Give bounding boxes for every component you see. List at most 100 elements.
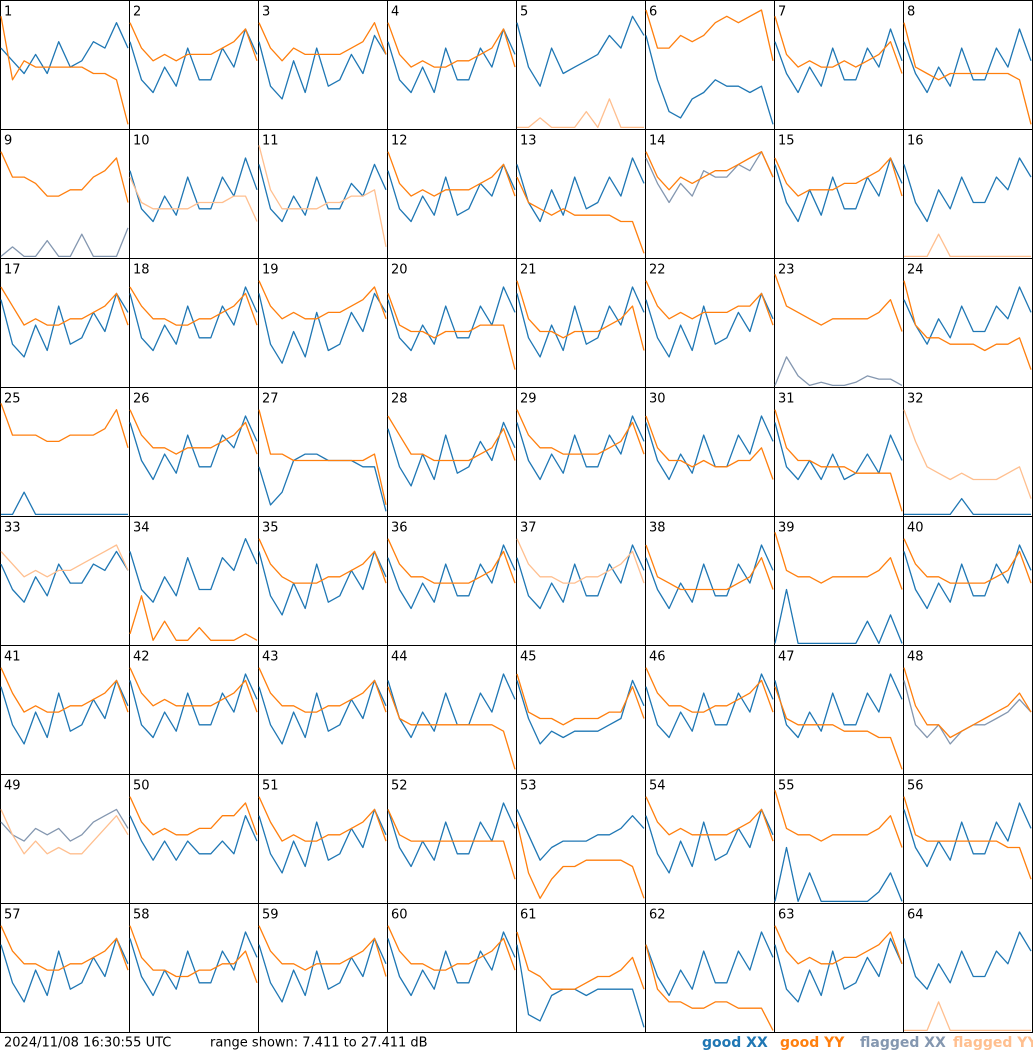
yy-trace (129, 595, 258, 641)
panel-label: 7 (778, 5, 786, 20)
panel: 42 (129, 645, 259, 775)
panel-label: 1 (4, 5, 12, 20)
yy-trace (258, 145, 387, 248)
xx-trace (387, 163, 516, 223)
panel-frame (903, 129, 1033, 259)
panel-frame (258, 645, 388, 775)
panel-frame (774, 903, 904, 1033)
panel: 50 (129, 774, 259, 904)
panel-frame (903, 387, 1033, 517)
xx-trace (129, 815, 258, 861)
panel-label: 15 (778, 134, 795, 149)
yy-trace (0, 286, 129, 326)
panel: 58 (129, 903, 259, 1033)
xx-trace (516, 944, 645, 1028)
panel: 61 (516, 903, 646, 1033)
panel: 22 (645, 258, 775, 388)
panel: 21 (516, 258, 646, 388)
panel-frame (903, 258, 1033, 388)
panel-frame (0, 258, 130, 388)
yy-trace (129, 667, 258, 713)
yy-trace (387, 538, 516, 584)
panel-label: 53 (520, 779, 537, 794)
panel: 32 (903, 387, 1033, 517)
panel-label: 51 (262, 779, 279, 794)
panel: 26 (129, 387, 259, 517)
panel-label: 36 (391, 521, 408, 536)
xx-trace (645, 292, 774, 358)
panel-label: 5 (520, 5, 528, 20)
panel-label: 57 (4, 908, 21, 923)
panel-label: 50 (133, 779, 150, 794)
panel-frame (129, 516, 259, 646)
xx-trace (258, 292, 387, 364)
yy-trace (129, 796, 258, 836)
panel-label: 9 (4, 134, 12, 149)
panel: 40 (903, 516, 1033, 646)
yy-trace (645, 151, 774, 191)
panel-frame (774, 774, 904, 904)
yy-trace (129, 286, 258, 326)
panel-frame (774, 258, 904, 388)
yy-trace (258, 22, 387, 62)
xx-trace (516, 157, 645, 223)
panel-label: 23 (778, 263, 795, 278)
panel-label: 48 (907, 650, 924, 665)
yy-trace (258, 280, 387, 320)
panel: 55 (774, 774, 904, 904)
panel: 63 (774, 903, 904, 1033)
panel: 35 (258, 516, 388, 646)
panel: 48 (903, 645, 1033, 775)
panel-label: 10 (133, 134, 150, 149)
xx-trace (645, 931, 774, 997)
panel-label: 52 (391, 779, 408, 794)
panel-label: 42 (133, 650, 150, 665)
legend-entry: flagged XX (860, 1035, 946, 1051)
xx-trace (129, 28, 258, 94)
panel-label: 13 (520, 134, 537, 149)
timestamp: 2024/11/08 16:30:55 UTC (4, 1036, 171, 1051)
yy-trace (645, 796, 774, 842)
panel: 13 (516, 129, 646, 259)
xx-trace (387, 673, 516, 739)
panel-frame (258, 903, 388, 1033)
panel: 7 (774, 0, 904, 130)
yy-trace (516, 538, 645, 584)
xx-trace (129, 538, 258, 603)
panel: 59 (258, 903, 388, 1033)
yy-trace (387, 293, 516, 370)
panel: 46 (645, 645, 775, 775)
yy-trace (645, 280, 774, 326)
panel-label: 55 (778, 779, 795, 794)
xx-trace (903, 157, 1032, 223)
panel: 30 (645, 387, 775, 517)
xx-trace (0, 22, 129, 75)
yy-trace (516, 280, 645, 351)
panel: 27 (258, 387, 388, 517)
yy-trace (0, 809, 129, 855)
panel-label: 19 (262, 263, 279, 278)
panel-label: 26 (133, 392, 150, 407)
panel: 5 (516, 0, 646, 130)
panel-label: 31 (778, 392, 795, 407)
xx-trace (258, 679, 387, 745)
panel-label: 49 (4, 779, 21, 794)
panel: 56 (903, 774, 1033, 904)
yy-trace (774, 925, 903, 965)
panel-frame (516, 903, 646, 1033)
xx-trace (645, 544, 774, 610)
xx-trace (0, 227, 129, 258)
legend-entry: good XX (702, 1035, 768, 1051)
yy-trace (774, 409, 903, 512)
yy-trace (258, 925, 387, 977)
panel-frame (129, 774, 259, 904)
panel-label: 39 (778, 521, 795, 536)
panel-label: 17 (4, 263, 21, 278)
yy-trace (903, 22, 1032, 125)
legend-entry: good YY (780, 1035, 845, 1051)
panel-frame (258, 0, 388, 130)
panel: 10 (129, 129, 259, 259)
xx-trace (0, 937, 129, 1003)
